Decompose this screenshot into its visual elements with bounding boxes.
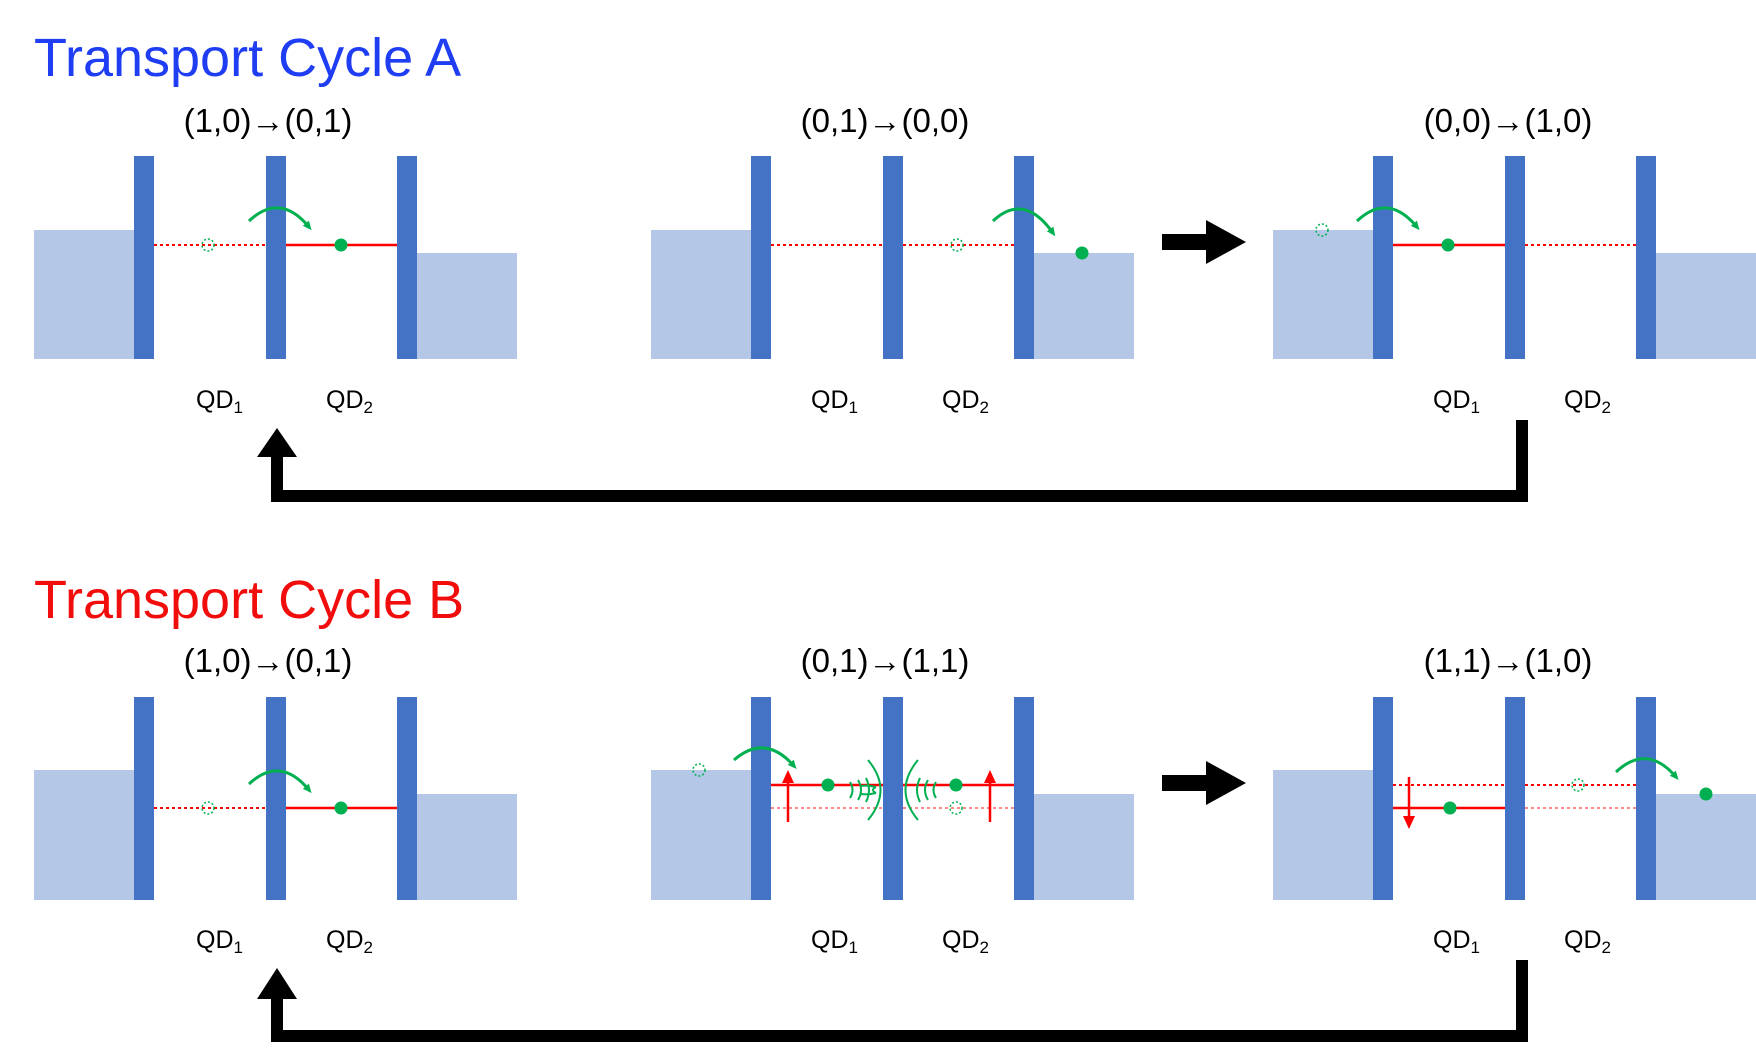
drain-reservoir: [417, 253, 517, 359]
panel-b3: [1273, 697, 1756, 900]
transition-label-a3: (0,0)→(1,0): [1424, 102, 1593, 139]
curved-arrow-icon: [1614, 757, 1679, 781]
drain-reservoir: [417, 794, 517, 900]
panel-a2: [651, 156, 1134, 359]
electron: [334, 238, 348, 252]
source-reservoir: [34, 770, 134, 900]
curved-arrow-icon: [1355, 206, 1420, 231]
electron-origin: [1315, 223, 1329, 237]
barrier-left: [1373, 156, 1393, 359]
cycle-b-title: Transport Cycle B: [34, 570, 464, 630]
barrier-left: [1373, 697, 1393, 900]
curved-arrow-icon: [247, 206, 312, 231]
source-reservoir: [651, 770, 751, 900]
barrier-right: [1636, 697, 1656, 900]
right-arrow-icon: [1162, 220, 1246, 264]
qd1-label: QD1: [811, 386, 858, 417]
barrier-right: [1014, 697, 1034, 900]
return-arrow-icon: [257, 960, 1528, 1042]
electron: [1443, 801, 1457, 815]
transition-label-a1: (1,0)→(0,1): [184, 102, 353, 139]
photon-emission-icon: [849, 759, 937, 821]
electron-origin: [950, 238, 964, 252]
right-arrow-icon: [1162, 761, 1246, 805]
electron: [821, 778, 835, 792]
electron-origin: [949, 801, 963, 815]
electron-origin: [201, 801, 215, 815]
drain-reservoir: [1656, 253, 1756, 359]
source-reservoir: [34, 230, 134, 359]
qd1-label: QD1: [196, 386, 243, 417]
curved-arrow-icon: [991, 207, 1056, 237]
transition-label-b3: (1,1)→(1,0): [1424, 642, 1593, 679]
electron: [334, 801, 348, 815]
electron-origin: [201, 238, 215, 252]
barrier-right: [397, 697, 417, 900]
barrier-left: [751, 697, 771, 900]
curved-arrow-icon: [733, 746, 797, 770]
electron-origin: [1571, 778, 1585, 792]
electron: [949, 778, 963, 792]
drain-reservoir: [1034, 253, 1134, 359]
barrier-left: [751, 156, 771, 359]
transition-label-a2: (0,1)→(0,0): [801, 102, 970, 139]
transition-label-b2: (0,1)→(1,1): [801, 642, 970, 679]
panel-b2: [651, 697, 1134, 900]
panel-a1: [34, 156, 517, 359]
qd2-label: QD2: [1564, 386, 1611, 417]
barrier-middle: [266, 156, 286, 359]
electron: [1075, 246, 1089, 260]
qd2-label: QD2: [1564, 926, 1611, 957]
barrier-right: [1014, 156, 1034, 359]
barrier-middle: [1505, 697, 1525, 900]
curved-arrow-icon: [247, 769, 312, 794]
barrier-left: [134, 697, 154, 900]
qd2-label: QD2: [326, 926, 373, 957]
qd2-label: QD2: [942, 386, 989, 417]
drain-reservoir: [1656, 794, 1756, 900]
cycle-a-title: Transport Cycle A: [34, 28, 461, 88]
qd2-label: QD2: [942, 926, 989, 957]
barrier-middle: [883, 697, 903, 900]
qd1-label: QD1: [1433, 926, 1480, 957]
barrier-left: [134, 156, 154, 359]
barrier-right: [397, 156, 417, 359]
qd-labels: QD1 QD2 QD1 QD2 QD1 QD2 QD1 QD2 QD1 QD2 …: [196, 386, 1611, 957]
source-reservoir: [1273, 770, 1373, 900]
panel-b1: [34, 697, 517, 900]
barrier-middle: [883, 156, 903, 359]
source-reservoir: [1273, 230, 1373, 359]
drain-reservoir: [1034, 794, 1134, 900]
electron-origin: [692, 763, 706, 777]
qd1-label: QD1: [1433, 386, 1480, 417]
qd1-label: QD1: [811, 926, 858, 957]
electron: [1441, 238, 1455, 252]
barrier-middle: [266, 697, 286, 900]
return-arrow-icon: [257, 420, 1528, 502]
transition-label-b1: (1,0)→(0,1): [184, 642, 353, 679]
panel-a3: [1273, 156, 1756, 359]
barrier-middle: [1505, 156, 1525, 359]
qd1-label: QD1: [196, 926, 243, 957]
barrier-right: [1636, 156, 1656, 359]
electron: [1699, 787, 1713, 801]
source-reservoir: [651, 230, 751, 359]
qd2-label: QD2: [326, 386, 373, 417]
